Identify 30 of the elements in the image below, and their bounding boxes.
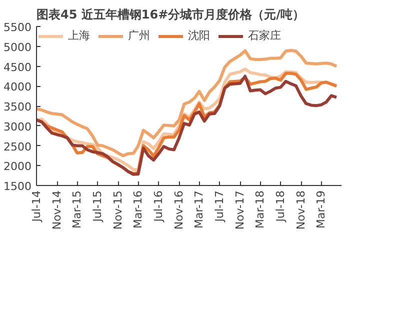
- y-tick-label: 1500: [4, 180, 32, 193]
- x-tick-label: Jul-15: [90, 190, 104, 223]
- legend-label: 沈阳: [188, 28, 210, 43]
- x-tick-label: Nov-16: [172, 190, 186, 230]
- x-tick-label: Nov-17: [234, 190, 247, 230]
- legend-label: 石家庄: [248, 28, 281, 43]
- y-tick-label: 3500: [4, 100, 32, 114]
- legend-label: 上海: [68, 28, 90, 43]
- legend-label: 广州: [128, 28, 150, 43]
- x-tick-label: Mar-17: [192, 190, 206, 229]
- x-tick-label: Mar-15: [70, 190, 84, 229]
- y-tick-label: 5500: [4, 21, 32, 34]
- y-tick-label: 3000: [4, 120, 32, 134]
- line-series: [36, 48, 338, 158]
- x-tick-label: Jul-17: [213, 190, 226, 223]
- x-tick-label: Jul-16: [152, 190, 166, 223]
- x-tick-label: Nov-14: [50, 190, 64, 230]
- x-tick-label: Mar-16: [132, 190, 145, 229]
- y-tick-label: 2000: [4, 160, 32, 174]
- x-tick-label: Nov-18: [294, 190, 308, 230]
- x-tick-label: Nov-15: [112, 190, 125, 230]
- x-tick-label: Jul-18: [274, 190, 288, 223]
- y-tick-label: 4500: [4, 60, 32, 74]
- y-tick-label: 5000: [4, 40, 32, 54]
- x-tick-label: Jul-14: [30, 190, 43, 223]
- x-tick-label: Mar-18: [254, 190, 267, 229]
- x-tick-label: Mar-19: [314, 190, 328, 229]
- chart-title: 图表45 近五年槽钢16#分城市月度价格（元/吨）: [36, 8, 305, 22]
- y-tick-label: 2500: [4, 140, 32, 154]
- y-tick-label: 4000: [4, 80, 32, 94]
